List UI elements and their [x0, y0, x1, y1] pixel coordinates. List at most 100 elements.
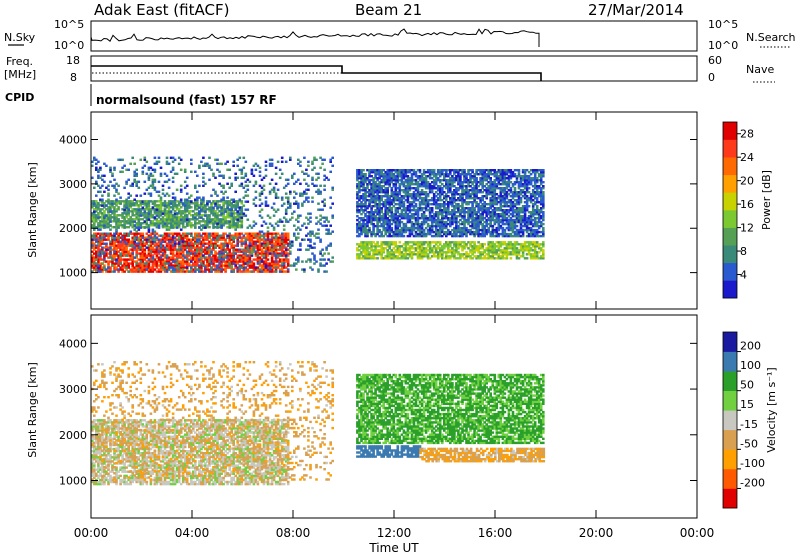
power-cell [151, 178, 155, 181]
power-cell [370, 193, 373, 196]
power-cell [414, 241, 418, 244]
power-cell [400, 209, 404, 212]
power-cell [224, 220, 227, 223]
power-cell [163, 260, 167, 263]
power-cell [252, 246, 256, 249]
power-cell [386, 226, 389, 230]
power-cell [250, 232, 254, 235]
power-cell [447, 255, 450, 258]
power-cell [246, 188, 250, 191]
power-cell [527, 245, 531, 248]
power-cell [109, 270, 112, 273]
power-cell [194, 226, 197, 229]
power-cell [465, 243, 468, 246]
power-cell [208, 246, 211, 249]
power-cell [451, 251, 454, 254]
freq-unit-label: [MHz] [4, 68, 36, 81]
power-cell [206, 262, 209, 265]
power-cell [226, 216, 229, 219]
power-cell [117, 242, 120, 245]
power-cell [93, 232, 96, 235]
power-cell [244, 190, 248, 193]
power-cell [376, 243, 379, 246]
power-cell [99, 224, 102, 227]
power-cell [125, 258, 128, 261]
power-cell [276, 244, 280, 247]
power-cell [133, 178, 136, 181]
power-cell [404, 230, 408, 234]
power-cell [366, 191, 369, 194]
power-cell [159, 204, 163, 207]
power-cell [414, 197, 418, 200]
power-cell [374, 185, 377, 188]
power-cell [327, 244, 330, 247]
power-cell [210, 252, 213, 255]
power-cell [244, 258, 248, 261]
power-cell [412, 247, 416, 250]
power-cell [113, 226, 116, 229]
power-cell [238, 258, 242, 261]
power-cell [384, 205, 387, 208]
power-cell [107, 226, 110, 229]
power-cell [125, 238, 128, 241]
power-cell [252, 202, 256, 205]
power-cell [167, 162, 171, 165]
power-cell [236, 268, 239, 271]
power-cell [278, 218, 282, 221]
power-cell [406, 181, 410, 184]
power-cell [236, 238, 239, 241]
power-cell [327, 232, 330, 235]
power-cell [125, 216, 128, 219]
power-cell [280, 204, 284, 207]
power-cell [455, 249, 458, 252]
power-cell [323, 270, 326, 273]
power-cell [220, 210, 223, 213]
power-cell [384, 199, 387, 202]
power-cell [307, 188, 310, 191]
power-cell [143, 156, 147, 159]
power-cell [159, 202, 163, 205]
power-cell [167, 218, 171, 221]
power-cell [309, 232, 312, 235]
power-cell [163, 204, 167, 207]
power-cell [404, 217, 408, 220]
power-cell [266, 204, 270, 207]
power-cell [438, 249, 442, 252]
power-cell [93, 262, 96, 265]
power-cell [366, 179, 369, 182]
power-cell [109, 214, 112, 217]
power-cell [234, 218, 237, 221]
power-cell [270, 162, 274, 165]
power-cell [133, 266, 136, 269]
power-cell [109, 240, 112, 243]
power-cell [101, 236, 104, 239]
power-cell [380, 175, 383, 178]
power-cell [190, 200, 193, 203]
power-cell [278, 270, 282, 273]
power-cell [91, 238, 94, 241]
power-cell [394, 207, 398, 210]
power-cell [313, 242, 316, 245]
power-cell [250, 240, 254, 243]
power-cell [210, 270, 213, 273]
power-cell [378, 189, 381, 192]
power-cell [149, 194, 153, 197]
power-cell [137, 244, 141, 247]
power-cell [161, 220, 165, 223]
power-cell [372, 185, 375, 188]
power-cell [479, 253, 482, 256]
power-cell [107, 216, 110, 219]
power-cell [129, 270, 132, 273]
power-cell [141, 270, 145, 273]
power-cell [210, 244, 213, 247]
power-cell [313, 156, 316, 159]
power-cell [463, 257, 466, 260]
power-cell [183, 266, 187, 269]
power-cell [394, 241, 398, 244]
power-cell [525, 245, 529, 248]
power-cell [358, 183, 361, 186]
power-cell [125, 244, 128, 247]
power-cell [155, 262, 159, 265]
power-cell [315, 260, 318, 263]
power-cell [410, 169, 414, 172]
